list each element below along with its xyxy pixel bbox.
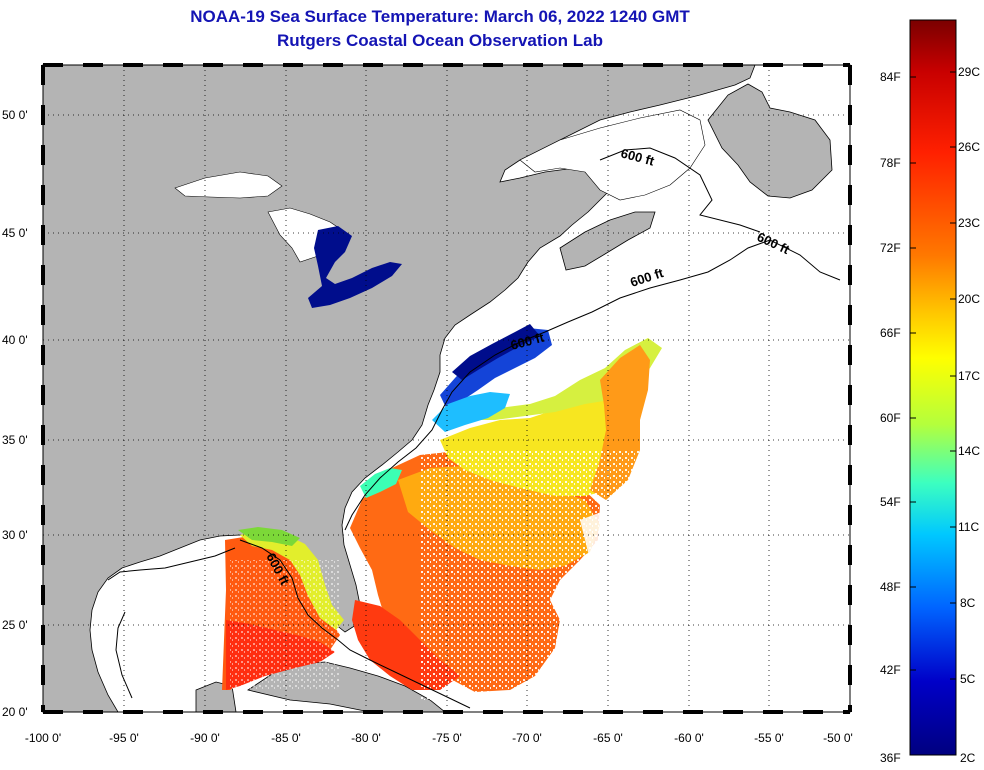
colorbar-c-23: 23C (958, 216, 980, 230)
colorbar-f-84: 84F (880, 70, 901, 84)
lon-label-100: -100 0' (25, 731, 61, 745)
sst-data-layer (222, 324, 700, 712)
lon-label-90: -90 0' (190, 731, 220, 745)
colorbar-c-14: 14C (958, 444, 980, 458)
colorbar-f-72: 72F (880, 241, 901, 255)
colorbar-c-29: 29C (958, 65, 980, 79)
colorbar-gradient (909, 19, 957, 756)
land-newfoundland (707, 83, 833, 199)
colorbar-f-60: 60F (880, 411, 901, 425)
lon-label-65: -65 0' (593, 731, 623, 745)
lat-label-50: 50 0' (2, 108, 28, 122)
lon-label-70: -70 0' (512, 731, 542, 745)
land-north-america (43, 65, 756, 712)
map-subtitle: Rutgers Coastal Ocean Observation Lab (277, 31, 603, 50)
lake-sst-cold (308, 226, 402, 308)
lat-label-40: 40 0' (2, 333, 28, 347)
land-nova-scotia (559, 211, 656, 271)
lat-label-20: 20 0' (2, 705, 28, 719)
colorbar-c-17: 17C (958, 369, 980, 383)
lat-label-35: 35 0' (2, 433, 28, 447)
colorbar-f-42: 42F (880, 663, 901, 677)
colorbar-f-66: 66F (880, 326, 901, 340)
lat-label-25: 25 0' (2, 618, 28, 632)
lon-label-50: -50 0' (823, 731, 853, 745)
lake-superior (174, 171, 283, 199)
colorbar-c-8: 8C (960, 596, 976, 610)
map-border (41, 63, 852, 714)
colorbar-c-11: 11C (958, 520, 979, 534)
colorbar-c-2: 2C (960, 751, 976, 765)
lon-label-60: -60 0' (674, 731, 704, 745)
lat-label-30: 30 0' (2, 528, 28, 542)
lat-label-45: 45 0' (2, 226, 28, 240)
colorbar-f-54: 54F (880, 495, 901, 509)
colorbar-f-36: 36F (880, 751, 901, 765)
lon-label-85: -85 0' (271, 731, 301, 745)
colorbar-c-5: 5C (960, 672, 976, 686)
colorbar-f-78: 78F (880, 156, 901, 170)
map-title: NOAA-19 Sea Surface Temperature: March 0… (190, 7, 690, 26)
lon-label-80: -80 0' (351, 731, 381, 745)
isobath-600ft (107, 147, 841, 709)
colorbar-f-48: 48F (880, 580, 901, 594)
lon-label-75: -75 0' (432, 731, 462, 745)
colorbar-c-26: 26C (958, 140, 980, 154)
colorbar-c-20: 20C (958, 292, 980, 306)
lon-label-55: -55 0' (754, 731, 784, 745)
lon-label-95: -95 0' (109, 731, 139, 745)
latitude-axis: 50 0' 45 0' 40 0' 35 0' 30 0' 25 0' 20 0… (2, 108, 28, 719)
colorbar: 84F 78F 72F 66F 60F 54F 48F 42F 36F 29C … (880, 19, 980, 765)
longitude-axis: -100 0' -95 0' -90 0' -85 0' -80 0' -75 … (25, 731, 853, 745)
